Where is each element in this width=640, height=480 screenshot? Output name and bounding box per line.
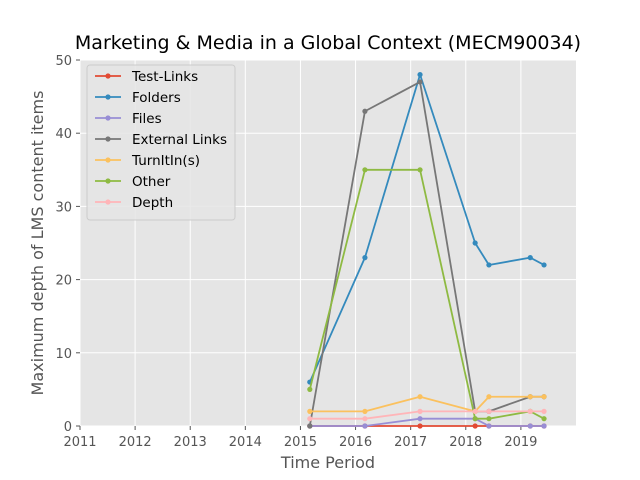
legend: Test-Links Folders Files External Links Turn… (86, 64, 236, 221)
data-point (417, 79, 423, 85)
data-point (417, 408, 423, 414)
data-point (486, 408, 492, 414)
data-point (541, 416, 547, 422)
series-lines (307, 72, 547, 429)
y-axis-ticks: 0 10 20 30 40 50 (55, 54, 80, 435)
legend-label: TurnItIn(s) (131, 153, 200, 169)
x-tick-label: 2019 (504, 435, 537, 450)
data-point (527, 394, 533, 400)
x-tick-label: 2015 (284, 435, 317, 450)
legend-item: Folders (95, 90, 181, 106)
data-point (486, 423, 492, 429)
legend-swatch-marker (105, 178, 111, 184)
legend-item: Other (95, 174, 171, 190)
data-point (486, 416, 492, 422)
data-point (527, 408, 533, 414)
legend-swatch-marker (105, 115, 111, 121)
y-tick-label: 20 (55, 274, 72, 289)
legend-swatch-marker (105, 73, 111, 79)
data-point (472, 408, 478, 414)
y-tick-label: 40 (55, 127, 72, 142)
data-point (472, 423, 478, 429)
legend-swatch-marker (105, 199, 111, 205)
data-point (527, 423, 533, 429)
x-tick-label: 2011 (63, 435, 96, 450)
legend-item: TurnItIn(s) (95, 153, 200, 169)
data-point (541, 423, 547, 429)
legend-box (86, 64, 236, 221)
y-tick-label: 30 (55, 200, 72, 215)
legend-label: Folders (132, 90, 181, 106)
data-point (527, 255, 533, 261)
legend-swatch-marker (105, 136, 111, 142)
x-tick-label: 2012 (119, 435, 152, 450)
y-axis-title: Maximum depth of LMS content items (28, 91, 47, 396)
legend-label: Test-Links (131, 69, 198, 85)
data-point (472, 240, 478, 246)
x-tick-label: 2018 (449, 435, 482, 450)
data-point (486, 262, 492, 268)
x-axis-title: Time Period (280, 453, 375, 472)
x-tick-label: 2017 (394, 435, 427, 450)
legend-item: Files (95, 111, 162, 127)
data-point (362, 408, 368, 414)
data-point (307, 386, 313, 392)
data-point (307, 416, 313, 422)
x-axis-ticks: 2011 2012 2013 2014 2015 2016 2017 2018 2019 (63, 426, 537, 450)
data-point (541, 408, 547, 414)
legend-item: Test-Links (95, 69, 198, 85)
y-tick-label: 10 (55, 347, 72, 362)
data-point (472, 416, 478, 422)
data-point (362, 108, 368, 114)
data-point (362, 167, 368, 173)
data-point (541, 262, 547, 268)
legend-item: Depth (95, 195, 173, 211)
data-point (417, 394, 423, 400)
legend-label: Files (132, 111, 162, 127)
series-6 (307, 408, 547, 422)
data-point (417, 72, 423, 78)
data-point (362, 255, 368, 261)
x-tick-label: 2013 (174, 435, 207, 450)
legend-label: Depth (132, 195, 173, 211)
legend-swatch-marker (105, 157, 111, 163)
data-point (486, 394, 492, 400)
data-point (541, 394, 547, 400)
x-tick-label: 2014 (229, 435, 262, 450)
legend-label: External Links (132, 132, 227, 148)
y-tick-label: 0 (64, 420, 72, 435)
legend-label: Other (132, 174, 171, 190)
data-point (417, 416, 423, 422)
chart-title: Marketing & Media in a Global Context (M… (75, 32, 581, 54)
legend-item: External Links (95, 132, 227, 148)
data-point (307, 408, 313, 414)
data-point (362, 423, 368, 429)
y-tick-label: 50 (55, 54, 72, 69)
data-point (417, 423, 423, 429)
x-tick-label: 2016 (339, 435, 372, 450)
data-point (307, 423, 313, 429)
data-point (362, 416, 368, 422)
legend-swatch-marker (105, 94, 111, 100)
data-point (417, 167, 423, 173)
